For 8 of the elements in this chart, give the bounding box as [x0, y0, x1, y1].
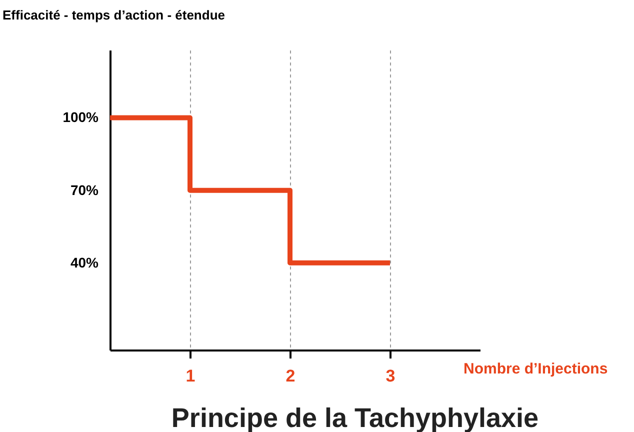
x-tick-label: 3 — [386, 366, 396, 386]
y-tick-label: 70% — [70, 182, 100, 198]
y-tick-label: 40% — [70, 254, 100, 270]
y-tick-label: 100% — [62, 109, 100, 126]
x-tick-label: 2 — [286, 366, 296, 386]
y-axis-title: Efficacité - temps d’action - étendue — [2, 8, 225, 22]
x-axis-title: Nombre d’Injections — [464, 360, 608, 378]
x-tick-label: 1 — [186, 366, 196, 386]
